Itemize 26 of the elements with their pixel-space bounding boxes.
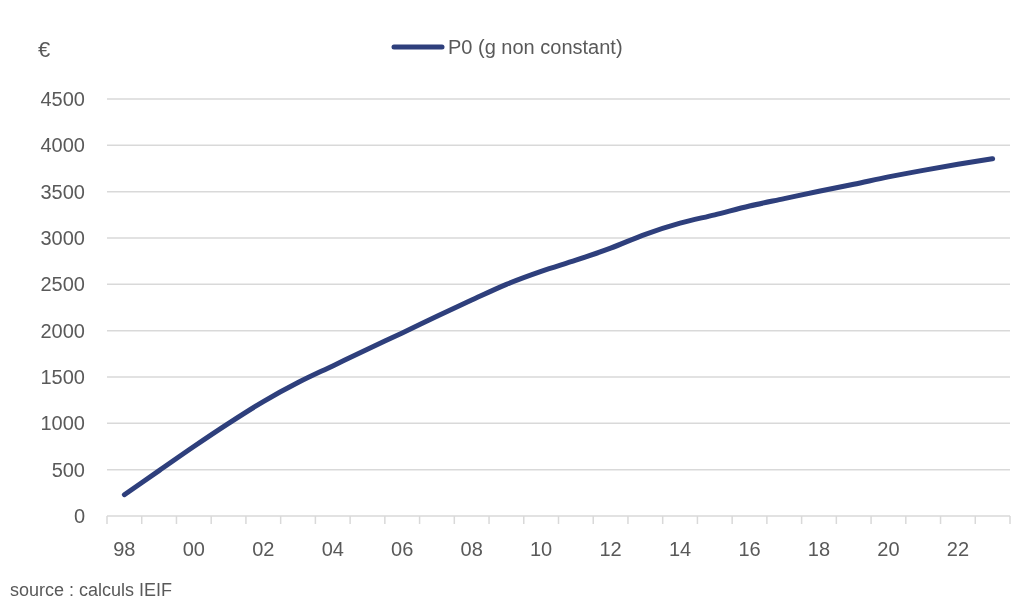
y-tick-label: 1000: [40, 412, 85, 435]
x-tick-label: 22: [946, 538, 970, 560]
x-tick-label: 02: [252, 538, 275, 560]
y-tick-label: 2000: [40, 319, 85, 342]
x-tick-label: 10: [530, 538, 553, 560]
y-tick-label: 1500: [40, 366, 85, 388]
x-tick-label: 14: [668, 538, 692, 560]
x-tick-label: 18: [807, 538, 831, 560]
y-tick-label: 4000: [40, 134, 85, 157]
x-tick-label: 08: [460, 538, 483, 560]
y-tick-label: 3500: [40, 180, 85, 203]
y-tick-label: 0: [73, 505, 85, 527]
legend-label: P0 (g non constant): [448, 36, 623, 58]
y-tick-label: 4500: [40, 88, 85, 110]
x-tick-label: 06: [391, 538, 414, 560]
y-tick-label: 2500: [40, 273, 85, 296]
x-tick-label: 20: [877, 538, 900, 560]
y-tick-label: 500: [51, 458, 85, 481]
x-tick-label: 16: [738, 538, 761, 560]
source-note: source : calculs IEIF: [10, 580, 173, 600]
x-tick-label: 98: [113, 538, 136, 560]
y-axis-title: €: [38, 37, 51, 62]
x-tick-label: 04: [321, 538, 344, 560]
x-tick-label: 00: [182, 538, 205, 560]
y-tick-label: 3000: [40, 227, 85, 249]
x-tick-label: 12: [599, 538, 622, 560]
